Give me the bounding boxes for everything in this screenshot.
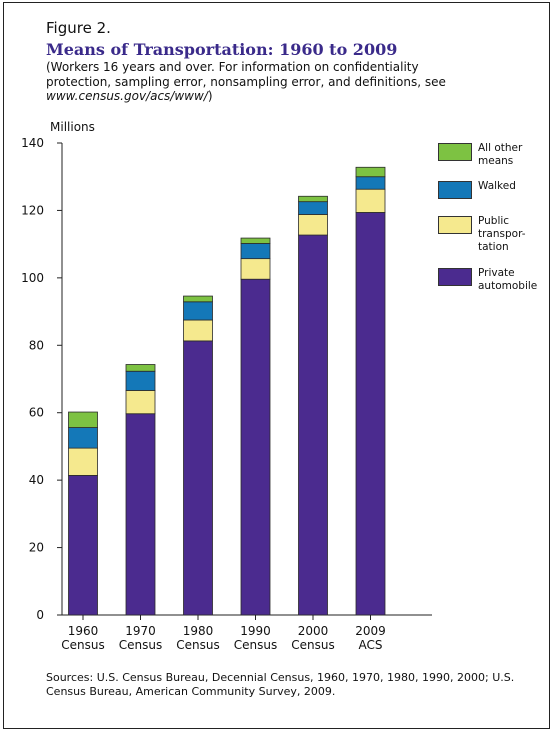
bar-segment bbox=[183, 295, 213, 303]
legend-label: Walked bbox=[478, 180, 516, 192]
bar-segment bbox=[125, 413, 156, 616]
bar-segment bbox=[240, 258, 271, 280]
y-tick-label: 140 bbox=[21, 136, 44, 150]
figure-frame: Figure 2. Means of Transportation: 1960 … bbox=[3, 2, 550, 729]
bar-segment bbox=[355, 212, 386, 616]
bar-chart: 0 20 40 60 80 100 120 140 1960 Census 1970 Census 19… bbox=[21, 136, 432, 652]
bar-segment bbox=[68, 475, 98, 616]
subtitle-url: www.census.gov/acs/www/ bbox=[46, 89, 208, 103]
bar-segment bbox=[183, 301, 213, 321]
y-tick-label: 80 bbox=[29, 338, 44, 352]
legend-item: Walked bbox=[438, 180, 544, 199]
legend-swatch bbox=[438, 268, 472, 286]
x-tick-label: 2009 ACS bbox=[355, 624, 386, 652]
bar-segment bbox=[125, 390, 156, 415]
y-units-label: Millions bbox=[50, 120, 95, 134]
bar-segment bbox=[68, 411, 98, 428]
x-tick-label: 1960 Census bbox=[61, 624, 104, 652]
subtitle-end: ) bbox=[207, 89, 213, 103]
source-note: Sources: U.S. Census Bureau, Decennial C… bbox=[46, 671, 515, 698]
bar-segment bbox=[183, 340, 213, 616]
bar-segment bbox=[183, 319, 213, 342]
bar-segment bbox=[68, 447, 98, 476]
y-tick-label: 40 bbox=[29, 473, 44, 487]
chart-subtitle: (Workers 16 years and over. For informat… bbox=[46, 60, 446, 104]
legend-swatch bbox=[438, 143, 472, 161]
bar-segment bbox=[298, 195, 328, 203]
legend-label: Public transpor-tation bbox=[478, 215, 526, 253]
bar-segment bbox=[298, 201, 328, 215]
x-tick-label: 1970 Census bbox=[119, 624, 162, 652]
x-tick-label: 1990 Census bbox=[234, 624, 277, 652]
bar-segment bbox=[298, 214, 328, 236]
bar-segment bbox=[68, 427, 98, 449]
chart-title: Means of Transportation: 1960 to 2009 bbox=[46, 40, 398, 59]
y-tick-label: 120 bbox=[21, 203, 44, 217]
legend-item: All other means bbox=[438, 142, 544, 168]
bar-segment bbox=[240, 237, 271, 244]
bar-segment bbox=[355, 166, 386, 178]
legend-item: Public transpor-tation bbox=[438, 215, 544, 254]
y-tick-label: 0 bbox=[36, 608, 44, 622]
bar-segment bbox=[125, 364, 156, 372]
bar-segment bbox=[125, 370, 156, 391]
bar-segment bbox=[355, 176, 386, 190]
legend-label: Private automobile bbox=[478, 267, 538, 292]
bar-segment bbox=[240, 278, 271, 616]
bar-segment bbox=[240, 243, 271, 260]
y-tick-label: 60 bbox=[29, 406, 44, 420]
subtitle-text: (Workers 16 years and over. For informat… bbox=[46, 60, 446, 89]
bar-segment bbox=[298, 234, 328, 616]
x-tick-label: 2000 Census bbox=[291, 624, 334, 652]
legend-swatch bbox=[438, 181, 472, 199]
legend-swatch bbox=[438, 216, 472, 234]
figure-label: Figure 2. bbox=[46, 19, 111, 37]
legend-label: All other means bbox=[478, 142, 523, 167]
y-tick-label: 100 bbox=[21, 271, 44, 285]
legend-item: Private automobile bbox=[438, 267, 544, 293]
y-tick-label: 20 bbox=[29, 541, 44, 555]
x-tick-label: 1980 Census bbox=[176, 624, 219, 652]
bar-segment bbox=[355, 188, 386, 213]
